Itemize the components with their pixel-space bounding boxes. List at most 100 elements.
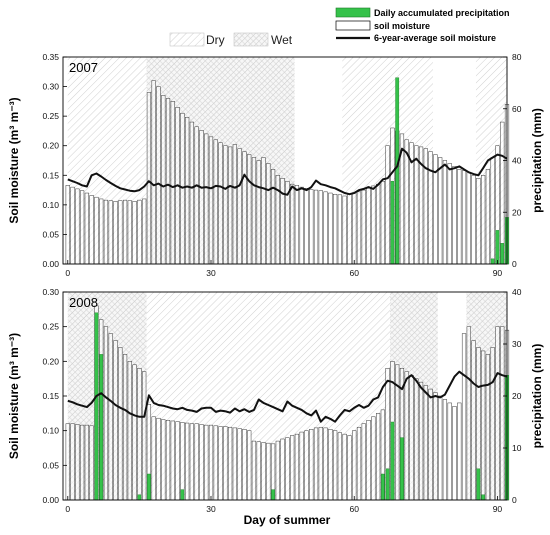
soil-moisture-bar-2007-day-58 xyxy=(342,195,347,265)
soil-moisture-bar-2008-day-24 xyxy=(180,422,185,501)
soil-moisture-bar-2008-day-87 xyxy=(481,350,486,501)
soil-moisture-bar-2008-day-39 xyxy=(251,440,257,501)
soil-moisture-bar-2007-day-10 xyxy=(113,201,118,265)
soil-moisture-bar-2008-day-62 xyxy=(361,423,366,501)
left-tick-label-2007-6: 0.30 xyxy=(42,82,59,92)
soil-moisture-bar-2007-day-38 xyxy=(247,154,252,265)
soil-moisture-bar-2008-day-57 xyxy=(337,432,342,501)
soil-moisture-bar-2008-day-37 xyxy=(242,429,247,501)
soil-moisture-bar-2008-day-89 xyxy=(490,347,495,501)
soil-moisture-bar-2008-day-18 xyxy=(151,416,156,501)
soil-moisture-bar-2008-day-81 xyxy=(452,406,457,501)
soil-moisture-bar-2008-day-78 xyxy=(438,395,443,501)
soil-moisture-bar-2007-day-4 xyxy=(84,192,89,265)
soil-moisture-bar-2008-day-77 xyxy=(433,392,438,501)
soil-moisture-bar-2007-day-79 xyxy=(442,160,448,265)
right-tick-label-2008-4: 40 xyxy=(512,287,522,297)
series-legend: Daily accumulated precipitation soil moi… xyxy=(335,7,510,43)
soil-moisture-bar-2007-day-29 xyxy=(204,133,209,265)
avg-soil-moisture-line-2008 xyxy=(67,370,508,423)
soil-moisture-bar-2008-day-40 xyxy=(256,441,261,501)
soil-moisture-bar-2008-day-19 xyxy=(156,417,161,501)
soil-moisture-bar-2007-day-30 xyxy=(208,136,214,265)
soil-moisture-bar-2008-day-58 xyxy=(342,433,347,501)
precip-bar-2007-day-91 xyxy=(500,243,505,265)
soil-moisture-bar-2008-day-84 xyxy=(466,326,471,501)
soil-moisture-bar-2007-day-33 xyxy=(223,145,228,265)
precip-bar-2008-day-68 xyxy=(390,421,395,501)
soil-moisture-bar-2007-day-71 xyxy=(404,139,409,265)
right-tick-label-2008-3: 30 xyxy=(512,339,522,349)
legend-precip-swatch xyxy=(335,7,371,18)
shading-legend: Dry Wet xyxy=(169,32,293,47)
soil-moisture-bar-2008-day-30 xyxy=(208,424,214,501)
soil-moisture-bar-2008-day-47 xyxy=(290,435,295,501)
avg-soil-moisture-line-2007 xyxy=(67,147,508,196)
soil-moisture-bar-2008-day-48 xyxy=(294,433,300,501)
x-tick-label-2007-3: 90 xyxy=(493,268,503,278)
soil-moisture-bar-2007-day-22 xyxy=(170,101,175,265)
soil-moisture-bar-2007-day-7 xyxy=(99,198,104,265)
soil-moisture-bar-2008-day-52 xyxy=(313,427,319,501)
right-tick-label-2007-4: 80 xyxy=(512,52,522,62)
soil-moisture-bar-2007-day-47 xyxy=(290,183,295,265)
soil-moisture-bar-2008-day-80 xyxy=(447,402,452,501)
soil-moisture-bar-2007-day-56 xyxy=(333,193,338,265)
soil-moisture-bar-2008-day-91 xyxy=(500,326,505,501)
soil-moisture-bar-2008-day-53 xyxy=(318,426,323,501)
x-tick-label-2008-0: 0 xyxy=(65,504,70,514)
soil-moisture-bar-2008-day-5 xyxy=(89,425,94,501)
soil-moisture-bar-2007-day-42 xyxy=(266,163,271,265)
soil-moisture-bar-2007-day-89 xyxy=(490,157,495,265)
soil-moisture-bar-2007-day-64 xyxy=(371,185,376,265)
soil-moisture-bar-2008-day-72 xyxy=(409,374,414,501)
right-tick-label-2007-0: 0 xyxy=(512,259,517,269)
left-axis-label-2008: Soil moisture (m³ m⁻³) xyxy=(7,333,21,459)
soil-moisture-bar-2008-day-15 xyxy=(137,368,142,501)
legend-wet-swatch xyxy=(233,32,269,47)
precip-bar-2007-day-69 xyxy=(395,77,400,265)
legend-avg-label: 6-year-average soil moisture xyxy=(374,33,496,43)
soil-moisture-bar-2007-day-55 xyxy=(328,192,333,265)
left-tick-label-2008-5: 0.25 xyxy=(42,322,59,332)
right-tick-label-2007-1: 20 xyxy=(512,207,522,217)
soil-moisture-bar-2008-day-63 xyxy=(366,420,371,501)
soil-moisture-bar-2007-day-66 xyxy=(380,180,385,265)
soil-moisture-bar-2007-day-62 xyxy=(361,189,366,265)
soil-moisture-bar-2008-day-71 xyxy=(404,371,409,501)
x-tick-label-2008-3: 90 xyxy=(493,504,503,514)
soil-moisture-bar-2007-day-6 xyxy=(94,196,99,265)
left-tick-label-2007-3: 0.15 xyxy=(42,170,59,180)
precip-bar-2008-day-66 xyxy=(380,473,385,501)
right-axis-label-2007: precipitation (mm) xyxy=(530,108,544,213)
soil-moisture-bar-2008-day-75 xyxy=(423,385,428,501)
precip-bar-2008-day-24 xyxy=(180,489,185,501)
x-axis-label: Day of summer xyxy=(244,513,331,527)
soil-moisture-bar-2008-day-56 xyxy=(333,430,338,501)
soil-moisture-bar-2007-day-80 xyxy=(447,163,452,265)
soil-moisture-bar-2008-day-42 xyxy=(266,442,271,501)
soil-moisture-bar-2008-day-33 xyxy=(223,426,228,501)
soil-moisture-bar-2007-day-50 xyxy=(304,188,309,265)
soil-moisture-bar-2007-day-3 xyxy=(80,190,85,265)
soil-moisture-bar-2008-day-0 xyxy=(65,423,70,501)
soil-moisture-bar-2008-day-32 xyxy=(218,426,223,501)
left-tick-label-2008-1: 0.05 xyxy=(42,460,59,470)
soil-moisture-bar-2007-day-73 xyxy=(414,145,419,265)
left-tick-label-2008-0: 0.00 xyxy=(42,495,59,505)
right-tick-label-2008-2: 20 xyxy=(512,391,522,401)
right-axis-label-2008: precipitation (mm) xyxy=(530,344,544,449)
precip-bar-2008-day-87 xyxy=(481,494,486,501)
right-tick-label-2007-3: 60 xyxy=(512,104,522,114)
soil-moisture-bar-2007-day-59 xyxy=(347,193,352,265)
precip-bar-2007-day-68 xyxy=(390,180,395,265)
soil-moisture-bar-2007-day-18 xyxy=(151,80,156,265)
soil-moisture-bar-2008-day-59 xyxy=(347,435,352,501)
soil-moisture-bar-2008-day-64 xyxy=(371,416,376,501)
soil-moisture-bar-2007-day-35 xyxy=(232,144,237,265)
soil-moisture-bar-2008-day-1 xyxy=(70,423,75,501)
soil-moisture-bar-2008-day-4 xyxy=(84,424,89,501)
soil-moisture-bar-2007-day-28 xyxy=(199,130,204,265)
soil-moisture-bar-2007-day-91 xyxy=(500,121,505,265)
